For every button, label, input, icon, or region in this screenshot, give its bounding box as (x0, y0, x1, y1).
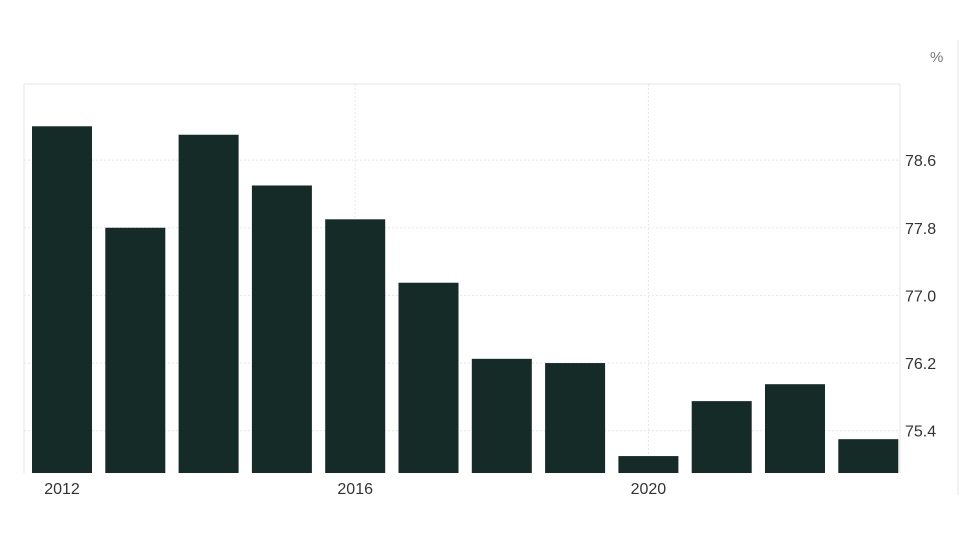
y-unit-label: % (930, 49, 943, 66)
y-tick-label: 77.8 (905, 221, 936, 238)
bar-2018[interactable] (471, 358, 532, 473)
bar-2013[interactable] (105, 227, 166, 473)
y-tick-label: 76.2 (905, 356, 936, 373)
bar-2022[interactable] (765, 384, 825, 473)
bar-2014[interactable] (178, 134, 239, 473)
y-axis-ticks: 75.4 76.2 77.0 77.8 78.6 (905, 153, 936, 441)
bar-2020[interactable] (618, 456, 679, 473)
bar-2019[interactable] (545, 363, 606, 473)
y-tick-label: 77.0 (905, 288, 936, 305)
bar-2015[interactable] (251, 185, 312, 473)
bars (32, 126, 899, 474)
x-tick-label: 2012 (44, 481, 80, 498)
y-tick-label: 78.6 (905, 153, 936, 170)
bar-2012[interactable] (32, 126, 92, 474)
bar-2023[interactable] (838, 439, 899, 473)
bar-2016[interactable] (325, 219, 386, 473)
y-tick-label: 75.4 (905, 424, 936, 441)
x-axis-ticks: 2012 2016 2020 (44, 481, 666, 498)
bar-2017[interactable] (398, 282, 459, 473)
x-tick-label: 2020 (631, 481, 667, 498)
bar-2021[interactable] (691, 401, 752, 473)
x-tick-label: 2016 (337, 481, 373, 498)
